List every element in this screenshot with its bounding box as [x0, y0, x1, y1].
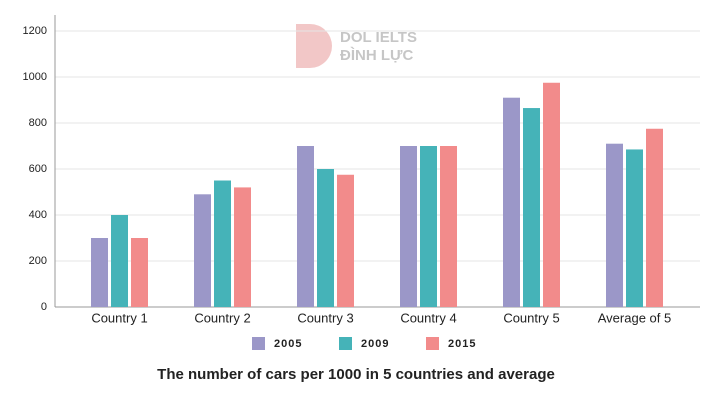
y-tick-label: 1000	[23, 71, 47, 83]
watermark-text: ĐÌNH LỰC	[340, 47, 413, 64]
x-tick-label: Country 5	[503, 310, 559, 325]
y-tick-label: 0	[41, 301, 47, 313]
y-tick-label: 600	[29, 163, 47, 175]
chart-title: The number of cars per 1000 in 5 countri…	[157, 366, 555, 383]
y-tick-label: 1200	[23, 25, 47, 37]
bar	[420, 146, 437, 307]
bar	[337, 174, 354, 307]
bar	[543, 82, 560, 307]
bar	[626, 149, 643, 307]
watermark: DOL IELTS ĐÌNH LỰC	[296, 24, 417, 68]
y-tick-label: 400	[29, 209, 47, 221]
x-tick-label: Country 3	[297, 310, 353, 325]
bar	[131, 238, 148, 307]
legend-swatch	[339, 337, 352, 350]
x-tick-label: Country 4	[400, 310, 456, 325]
y-tick-label: 200	[29, 255, 47, 267]
legend-label: 2015	[448, 338, 476, 350]
x-tick-label: Average of 5	[598, 310, 671, 325]
legend-swatch	[426, 337, 439, 350]
bar	[606, 143, 623, 307]
bar	[91, 238, 108, 307]
bar	[400, 146, 417, 307]
bar	[503, 97, 520, 307]
y-tick-label: 800	[29, 117, 47, 129]
bar	[523, 108, 540, 307]
x-tick-label: Country 1	[91, 310, 147, 325]
bar	[297, 146, 314, 307]
bar	[440, 146, 457, 307]
bar	[317, 169, 334, 307]
legend-swatch	[252, 337, 265, 350]
bar	[214, 180, 231, 307]
watermark-logo	[296, 24, 332, 68]
bar	[234, 187, 251, 307]
bar	[194, 194, 211, 307]
watermark-text: DOL IELTS	[340, 29, 417, 46]
legend-label: 2009	[361, 338, 389, 350]
x-tick-label: Country 2	[194, 310, 250, 325]
bar	[111, 215, 128, 307]
legend-label: 2005	[274, 338, 302, 350]
bar	[646, 128, 663, 307]
